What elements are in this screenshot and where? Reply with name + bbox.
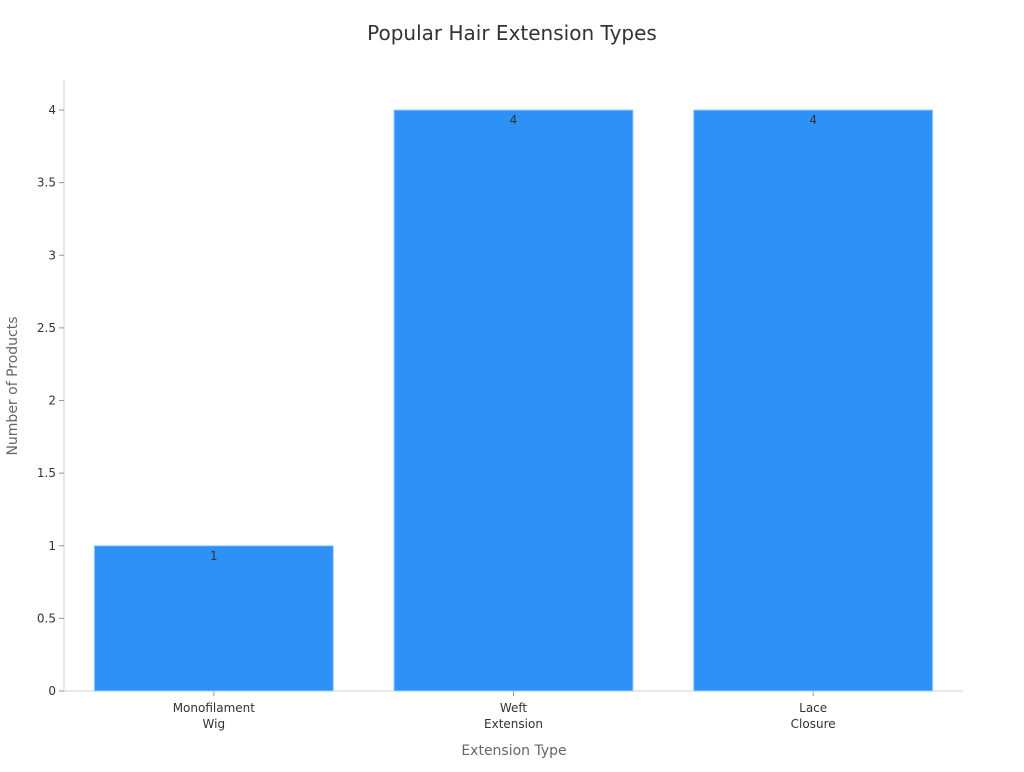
y-axis-label: Number of Products bbox=[5, 316, 21, 455]
data-label: 4 bbox=[510, 113, 518, 127]
x-axis-label: Extension Type bbox=[461, 743, 566, 759]
y-tick-label: 3 bbox=[48, 248, 56, 262]
x-tick-label: Monofilament Wig bbox=[173, 701, 256, 731]
bar bbox=[93, 545, 334, 692]
data-label: 4 bbox=[809, 113, 817, 127]
y-tick-label: 0.5 bbox=[37, 611, 56, 625]
y-tick-label: 4 bbox=[48, 103, 56, 117]
chart-title: Popular Hair Extension Types bbox=[367, 21, 657, 45]
y-tick-label: 3.5 bbox=[37, 176, 56, 190]
y-tick-label: 1 bbox=[48, 539, 56, 553]
x-tick-label: Weft Extension bbox=[484, 701, 543, 731]
x-tick-label-line: Monofilament bbox=[173, 701, 256, 715]
bar bbox=[693, 109, 934, 692]
x-tick-label: Lace Closure bbox=[791, 701, 836, 731]
y-tick-label: 1.5 bbox=[37, 466, 56, 480]
x-tick-label-line: Weft bbox=[500, 701, 528, 715]
x-tick-label-line: Wig bbox=[203, 717, 226, 731]
x-tick-label-line: Extension bbox=[484, 717, 543, 731]
data-label: 1 bbox=[210, 549, 218, 563]
bar bbox=[393, 109, 634, 692]
y-tick-label: 0 bbox=[48, 684, 56, 698]
x-tick-label-line: Lace bbox=[799, 701, 827, 715]
y-tick-label: 2 bbox=[48, 394, 56, 408]
y-tick-label: 2.5 bbox=[37, 321, 56, 335]
x-tick-label-line: Closure bbox=[791, 717, 836, 731]
